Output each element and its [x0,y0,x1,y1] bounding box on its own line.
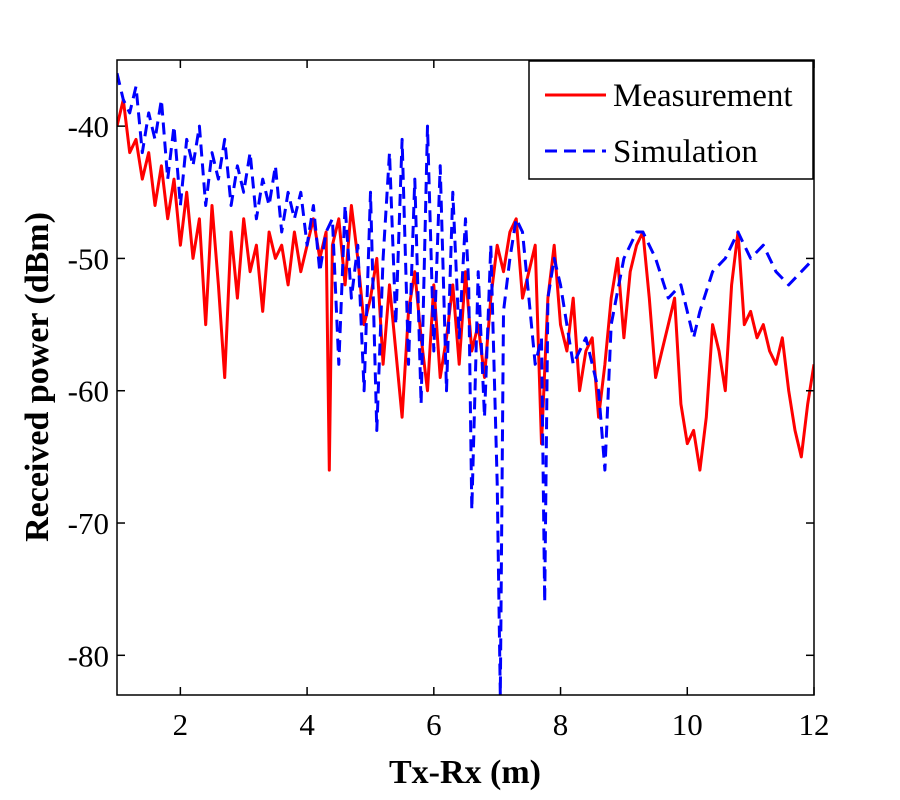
y-tick-label: -50 [68,241,109,276]
y-axis-title: Received power (dBm) [19,212,56,542]
y-tick-label: -80 [68,638,109,673]
tick-layer: 2 4 6 8 10 12 -80 -70 -60 -50 -40 [68,60,830,742]
x-tick-label: 8 [553,707,569,742]
legend-label-simulation: Simulation [613,134,758,170]
plot-frame [116,59,815,696]
series-line-measurement [117,98,814,472]
legend: Measurement Simulation [528,60,814,180]
series-layer [117,72,814,695]
x-tick-label: 6 [426,707,442,742]
x-tick-label: 10 [672,707,703,742]
y-tick-label: -70 [68,506,109,541]
x-tick-label: 12 [799,707,830,742]
x-tick-label: 4 [299,707,315,742]
y-tick-label: -40 [68,109,109,144]
y-tick-label: -60 [68,374,109,409]
series-line-simulation [117,72,814,695]
legend-box [528,60,814,180]
legend-label-measurement: Measurement [613,78,793,114]
x-tick-label: 2 [173,707,189,742]
x-axis-title: Tx-Rx (m) [389,754,541,791]
